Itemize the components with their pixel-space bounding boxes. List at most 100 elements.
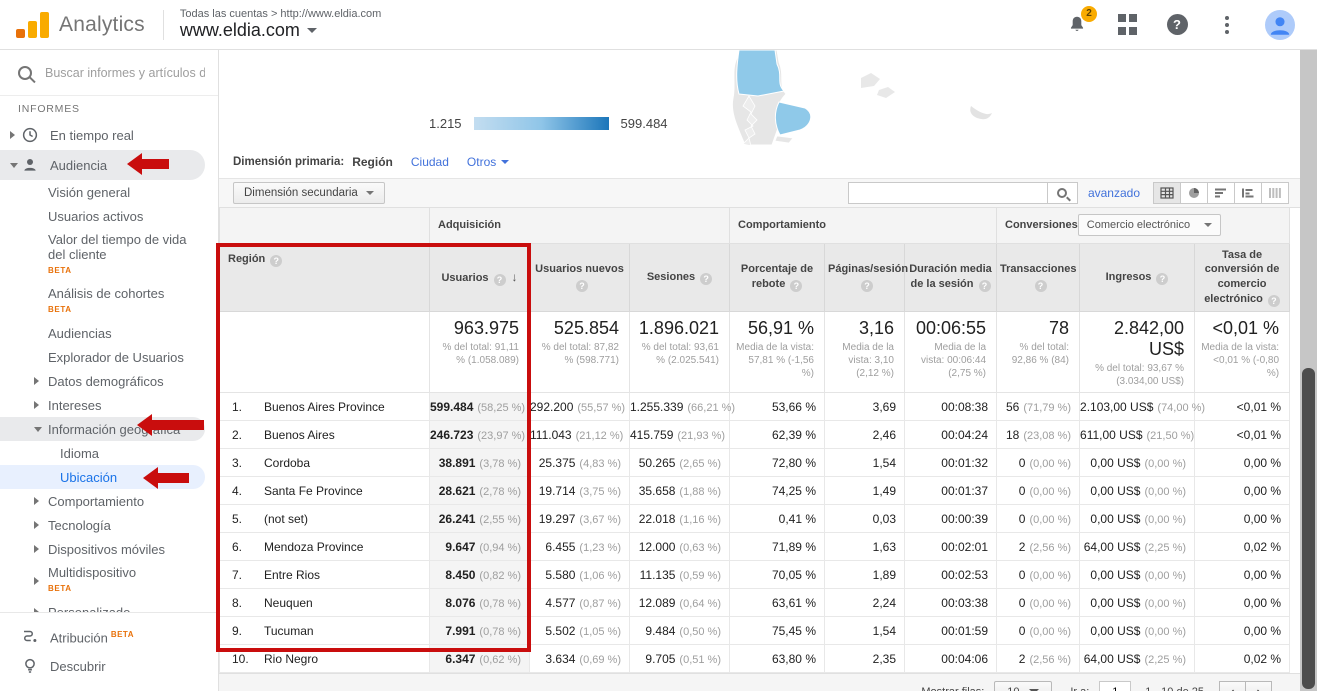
cell-transactions: 0 (0,00 %) <box>996 588 1081 618</box>
view-pivot-button[interactable] <box>1261 182 1289 204</box>
table-row[interactable]: 3. Cordoba 38.891 (3,78 %) 25.375 (4,83 %) 50.… <box>219 448 1291 478</box>
dimension-tab-ciudad[interactable]: Ciudad <box>410 154 449 169</box>
table-row[interactable]: 10. Rio Negro 6.347 (0,62 %) 3.634 (0,69 %) 9.… <box>219 644 1291 674</box>
help-icon[interactable] <box>1156 272 1169 285</box>
help-icon[interactable] <box>270 254 283 267</box>
help-icon[interactable] <box>861 280 873 293</box>
help-icon[interactable] <box>576 280 588 293</box>
sidebar-item-idioma[interactable]: Idioma <box>0 441 218 465</box>
help-icon[interactable] <box>700 272 713 285</box>
help-icon[interactable] <box>1267 295 1280 308</box>
chevron-right-icon[interactable] <box>34 576 39 585</box>
legend-min-value: 1.215 <box>429 116 462 131</box>
chevron-down-icon[interactable] <box>306 28 317 33</box>
table-row[interactable]: 1. Buenos Aires Province 599.484 (58,25 %) 2… <box>219 392 1291 422</box>
sort-desc-icon[interactable] <box>512 272 518 284</box>
table-row[interactable]: 7. Entre Rios 8.450 (0,82 %) 5.580 (1,06 %) 11… <box>219 560 1291 590</box>
sidebar-item-label: Atribución BETA <box>50 629 134 646</box>
account-breadcrumb[interactable]: Todas las cuentas > http://www.eldia.com… <box>180 8 381 41</box>
more-menu-icon[interactable] <box>1215 13 1239 37</box>
chevron-right-icon[interactable] <box>34 377 39 385</box>
column-header-conv_rate[interactable]: Tasa de conversión de comercio electróni… <box>1194 242 1291 313</box>
help-icon[interactable] <box>1034 280 1047 293</box>
column-header-bounce[interactable]: Porcentaje de rebote <box>729 242 825 313</box>
chevron-right-icon[interactable] <box>34 401 39 409</box>
breadcrumb[interactable]: Todas las cuentas > http://www.eldia.com <box>179 8 382 20</box>
help-icon[interactable] <box>790 280 803 293</box>
column-header-revenue[interactable]: Ingresos <box>1079 242 1196 313</box>
view-performance-button[interactable] <box>1207 182 1235 204</box>
column-header-duration[interactable]: Duración media de la sesión <box>903 242 998 313</box>
sidebar-item-audiencias[interactable]: Audiencias <box>0 321 218 345</box>
sidebar-item-en-tiempo-real[interactable]: En tiempo real <box>0 120 218 150</box>
next-page-button[interactable] <box>1245 680 1272 691</box>
table-row[interactable]: 4. Santa Fe Province 28.621 (2,78 %) 19.714(… <box>219 476 1291 506</box>
chevron-right-icon[interactable] <box>10 131 15 139</box>
help-icon[interactable]: ? <box>1165 13 1189 37</box>
column-header-new_users[interactable]: Usuarios nuevos <box>529 242 630 313</box>
column-header-users[interactable]: Usuarios <box>429 242 530 313</box>
chevron-down-icon[interactable] <box>34 426 42 432</box>
sidebar-item-informacion-geografica[interactable]: Información geográfica <box>0 417 205 441</box>
sidebar-item-multidispositivo[interactable]: Multidispositivo BETA <box>0 561 218 600</box>
view-percentage-button[interactable] <box>1180 182 1208 204</box>
sidebar-item-analisis-de-cohortes[interactable]: Análisis de cohortes BETA <box>0 282 218 321</box>
property-name[interactable]: www.eldia.com <box>179 20 300 40</box>
table-row[interactable]: 8. Neuquen 8.076 (0,78 %) 4.577 (0,87 %) 12.08… <box>219 588 1291 618</box>
table-search-input[interactable] <box>847 182 1048 204</box>
column-header-transactions[interactable]: Transacciones <box>996 242 1081 313</box>
column-header-region[interactable]: Región <box>219 242 430 313</box>
previous-page-button[interactable] <box>1219 680 1246 691</box>
sidebar-item-intereses[interactable]: Intereses <box>0 393 218 417</box>
advanced-search-link[interactable]: avanzado <box>1087 186 1140 200</box>
vertical-scrollbar[interactable] <box>1300 50 1317 691</box>
table-row[interactable]: 2. Buenos Aires 246.723 (23,97 %) 111.043 (21… <box>219 420 1291 450</box>
chevron-right-icon[interactable] <box>34 545 39 553</box>
secondary-dimension-button[interactable]: Dimensión secundaria <box>233 182 385 204</box>
sidebar-item-datos-demograficos[interactable]: Datos demográficos <box>0 369 218 393</box>
sidebar-item-explorador-de-usuarios[interactable]: Explorador de Usuarios <box>0 345 218 369</box>
table-search-button[interactable] <box>1047 182 1078 204</box>
sidebar-item-personalizado[interactable]: Personalizado <box>0 600 218 612</box>
help-icon[interactable] <box>978 280 991 293</box>
chevron-right-icon[interactable] <box>34 608 39 612</box>
help-icon[interactable] <box>493 273 506 286</box>
sidebar-item-label: Personalizado <box>48 604 131 613</box>
sidebar-item-comportamiento[interactable]: Comportamiento <box>0 489 218 513</box>
apps-grid-icon[interactable] <box>1115 13 1139 37</box>
table-row[interactable]: 6. Mendoza Province 9.647 (0,94 %) 6.455 (1,2… <box>219 532 1291 562</box>
sidebar-item-audiencia[interactable]: Audiencia <box>0 150 205 180</box>
geo-map[interactable] <box>627 50 1027 145</box>
sidebar-item-dispositivos-moviles[interactable]: Dispositivos móviles <box>0 537 218 561</box>
analytics-logo-icon <box>16 11 49 38</box>
column-header-pages[interactable]: Páginas/sesión <box>824 242 908 313</box>
sidebar-item-label: En tiempo real <box>50 127 134 143</box>
chevron-right-icon[interactable] <box>34 497 39 505</box>
sidebar-item-usuarios-activos[interactable]: Usuarios activos <box>0 204 218 228</box>
sidebar-item-atribucion[interactable]: Atribución BETA <box>0 621 218 651</box>
cell-revenue: 611,00 US$ (21,50 %) <box>1079 420 1196 450</box>
column-header-sessions[interactable]: Sesiones <box>629 242 730 313</box>
search-input[interactable] <box>45 65 205 80</box>
cell-conv_rate: 0,00 % <box>1194 448 1291 478</box>
avatar[interactable] <box>1265 9 1295 40</box>
rows-per-page-select[interactable]: 10 <box>994 680 1053 691</box>
chevron-down-icon[interactable] <box>10 162 18 168</box>
dimension-tab-otros[interactable]: Otros <box>467 155 510 169</box>
view-table-button[interactable] <box>1153 182 1181 204</box>
dimension-tab-region[interactable]: Región <box>352 154 393 169</box>
sidebar-item-ubicacion[interactable]: Ubicación <box>0 465 205 489</box>
sidebar-item-vision-general[interactable]: Visión general <box>0 180 218 204</box>
goto-page-input[interactable] <box>1099 680 1132 691</box>
sidebar-item-valor-del-tiempo-de-vida-del-cliente[interactable]: Valor del tiempo de vida del cliente BETA <box>0 228 218 282</box>
cell-revenue: 0,00 US$ (0,00 %) <box>1079 476 1196 506</box>
sidebar-item-tecnologia[interactable]: Tecnología <box>0 513 218 537</box>
chevron-right-icon[interactable] <box>34 521 39 529</box>
view-comparison-button[interactable] <box>1234 182 1262 204</box>
scrollbar-thumb[interactable] <box>1302 368 1315 689</box>
sidebar-item-descubrir[interactable]: Descubrir <box>0 651 218 681</box>
conversions-type-select[interactable]: Comercio electrónico <box>1077 214 1222 237</box>
table-row[interactable]: 5. (not set) 26.241 (2,55 %) 19.297 (3,67 %) 2… <box>219 504 1291 534</box>
table-row[interactable]: 9. Tucuman 7.991 (0,78 %) 5.502 (1,05 %) 9.484… <box>219 616 1291 646</box>
notifications-bell-icon[interactable]: 2 <box>1065 5 1097 37</box>
